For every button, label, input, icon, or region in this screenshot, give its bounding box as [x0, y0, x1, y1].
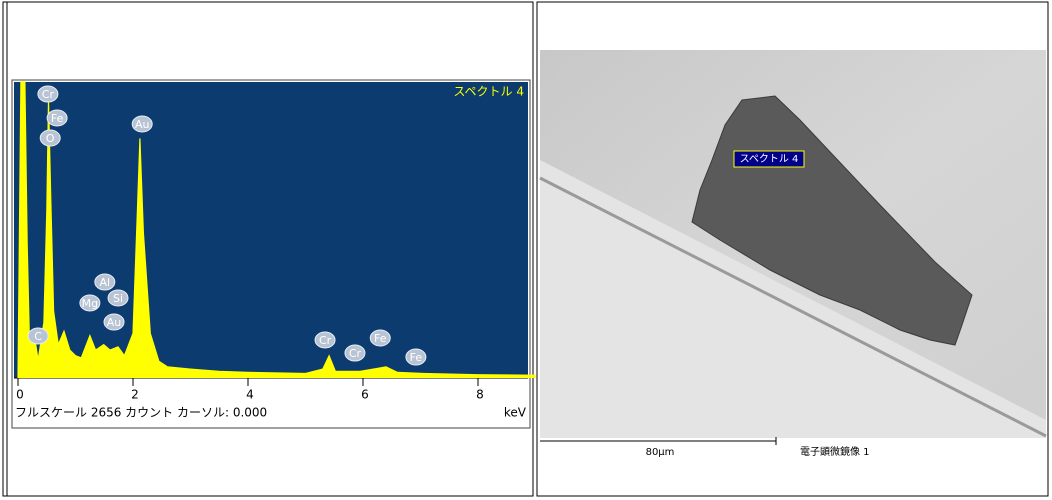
peak-label: Au	[135, 118, 150, 131]
left-panel	[2, 1, 534, 497]
peak-marker	[344, 344, 366, 362]
footer: フルスケール 2656 カウント カーソル: 0.000	[15, 406, 267, 420]
peak-marker	[131, 115, 153, 133]
plot-area	[14, 82, 528, 378]
x-tick-label: 8	[476, 388, 484, 402]
spectrum-line	[17, 81, 536, 379]
peak-label: Fe	[374, 332, 387, 345]
peak-marker	[314, 331, 336, 349]
peak-label: Mg	[82, 297, 98, 310]
peak-marker	[107, 289, 129, 307]
peak-label: Si	[113, 292, 123, 305]
peak-label: Fe	[51, 112, 64, 125]
peak-label: Al	[100, 276, 111, 289]
peak-label: Au	[107, 316, 122, 329]
sem-edge	[539, 176, 1047, 438]
peak-label: Cr	[349, 347, 362, 360]
peak-marker	[405, 348, 427, 366]
peak-marker	[46, 109, 68, 127]
image-caption: 電子顕微鏡像 1	[800, 445, 870, 458]
sem-substrate	[540, 160, 1046, 438]
peak-label: C	[34, 330, 42, 343]
peak-label: Cr	[319, 334, 332, 347]
peak-marker	[27, 327, 49, 345]
peak-label: Fe	[410, 351, 423, 364]
x-tick-label: 4	[246, 388, 254, 402]
peak-label: Cr	[42, 88, 55, 101]
x-tick-label: 6	[361, 388, 369, 402]
x-tick-label: 2	[131, 388, 139, 402]
x-axis-label: keV	[504, 406, 527, 420]
peak-marker	[39, 129, 61, 147]
peak-marker	[79, 294, 101, 312]
peak-marker	[369, 329, 391, 347]
x-tick-label: 0	[16, 388, 24, 402]
scale-bar-label: 80μm	[646, 447, 675, 458]
peak-marker	[94, 273, 116, 291]
right-panel	[536, 1, 1049, 497]
spectrum-area	[18, 82, 536, 378]
peak-label: O	[46, 132, 55, 145]
peak-marker	[37, 85, 59, 103]
peak-marker	[103, 313, 125, 331]
spot-label: スペクトル 4	[740, 153, 799, 165]
spot-label-box	[733, 150, 805, 168]
spectrum-title: スペクトル 4	[453, 85, 524, 99]
